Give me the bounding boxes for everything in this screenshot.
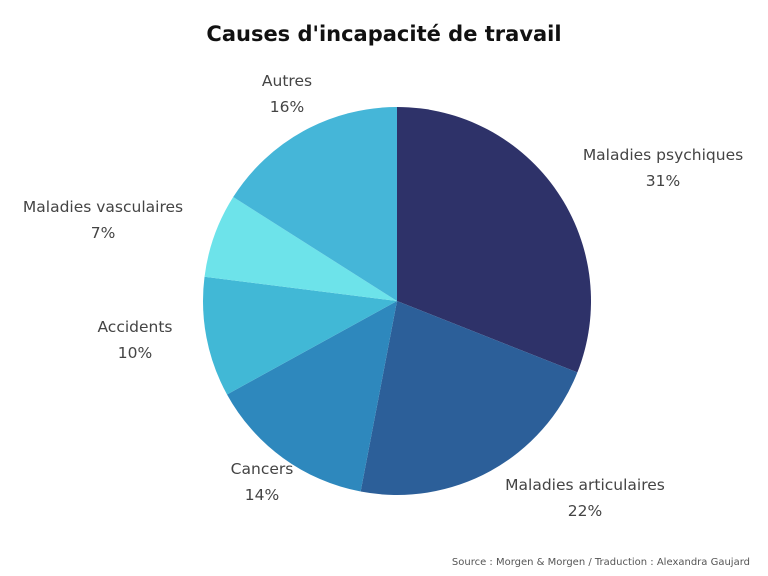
slice-value-label: 31% xyxy=(646,172,680,190)
pie-slice xyxy=(397,107,592,373)
pie-slice xyxy=(203,276,397,395)
slice-label: Autres xyxy=(262,72,312,90)
pie-slice xyxy=(227,301,397,492)
slice-value-label: 22% xyxy=(568,502,602,520)
pie-slice xyxy=(233,106,397,301)
pie-slice xyxy=(204,197,397,301)
slice-value-label: 10% xyxy=(118,344,152,362)
slice-label: Maladies articulaires xyxy=(505,476,665,494)
pie-slice xyxy=(360,301,578,495)
slice-label: Maladies vasculaires xyxy=(23,198,183,216)
chart-title: Causes d'incapacité de travail xyxy=(206,22,562,46)
slice-label: Cancers xyxy=(231,460,294,478)
slice-label: Accidents xyxy=(97,318,172,336)
source-note: Source : Morgen & Morgen / Traduction : … xyxy=(451,557,750,568)
slice-value-label: 14% xyxy=(245,486,279,504)
pie-slices xyxy=(203,106,592,495)
slice-label: Maladies psychiques xyxy=(583,146,743,164)
slice-value-label: 16% xyxy=(270,98,304,116)
slice-labels: Maladies psychiques 31% Maladies articulai… xyxy=(23,72,743,520)
slice-value-label: 7% xyxy=(91,224,116,242)
